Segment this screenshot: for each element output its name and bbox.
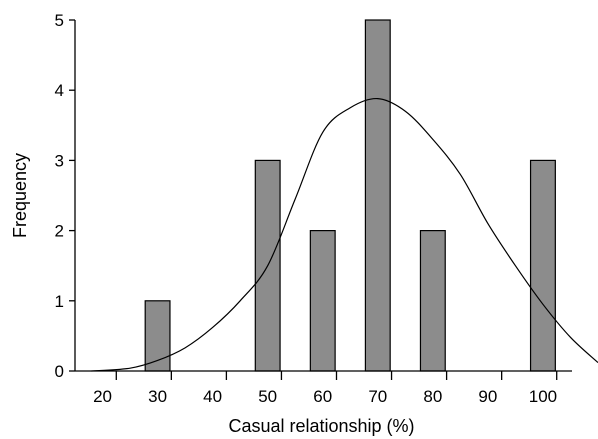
y-tick-label: 3: [55, 151, 64, 170]
y-axis-label: Frequency: [10, 153, 30, 238]
bars: [144, 19, 556, 372]
bar: [144, 300, 171, 372]
x-axis-label: Casual relationship (%): [228, 416, 414, 436]
x-tick-label: 80: [423, 387, 442, 406]
bar: [364, 19, 391, 372]
x-tick-label: 20: [93, 387, 112, 406]
x-tick-label: 90: [478, 387, 497, 406]
x-tick-label: 30: [148, 387, 167, 406]
x-tick-label: 70: [368, 387, 387, 406]
bar: [529, 159, 556, 372]
x-tick-label: 60: [313, 387, 332, 406]
y-tick-label: 5: [55, 11, 64, 30]
x-tick-label: 100: [529, 387, 557, 406]
y-tick-label: 0: [55, 362, 64, 381]
normal-curve-layer: [91, 98, 598, 372]
bar: [419, 230, 446, 372]
x-tick-label: 40: [203, 387, 222, 406]
x-tick-label: 50: [258, 387, 277, 406]
y-tick-label: 4: [55, 81, 64, 100]
x-axis-ticks: 20 30 40 50 60 70 80 90 100: [93, 371, 558, 406]
y-tick-label: 1: [55, 292, 64, 311]
y-tick-label: 2: [55, 222, 64, 241]
normal-curve: [91, 98, 598, 372]
y-axis-ticks: 0 1 2 3 4 5: [55, 11, 75, 381]
bar: [309, 230, 336, 372]
